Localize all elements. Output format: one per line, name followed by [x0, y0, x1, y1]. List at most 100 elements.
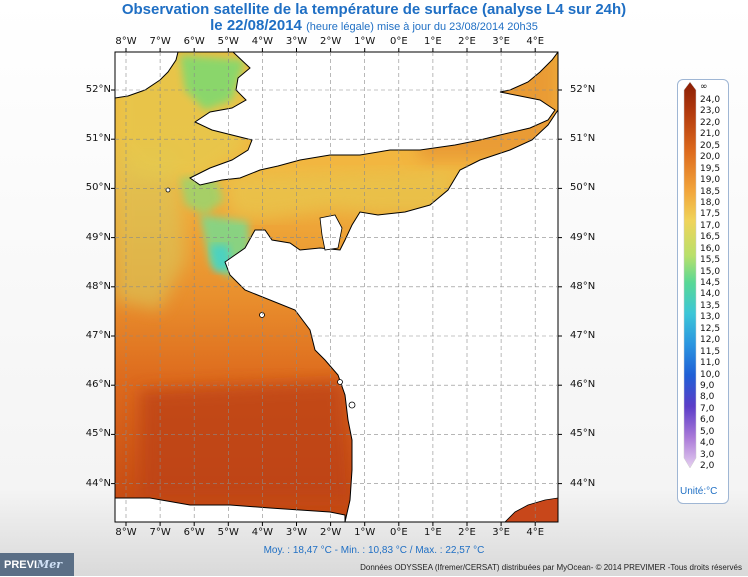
- legend-value: 3,0: [700, 449, 715, 460]
- lon-label-bottom: 4°E: [526, 527, 545, 538]
- lon-label-top: 2°E: [458, 36, 476, 47]
- lon-label-top: 4°E: [526, 36, 545, 47]
- lat-label-left: 49°N: [85, 231, 111, 243]
- lon-label-top: 2°W: [319, 36, 342, 47]
- legend-infinity: ∞: [700, 82, 708, 92]
- map-date: le 22/08/2014: [210, 17, 302, 34]
- lon-label-bottom: 2°E: [458, 527, 476, 538]
- legend-value: 13,5: [700, 300, 721, 311]
- previmer-logo: PREVIMer: [0, 553, 74, 576]
- lon-label-top: 5°W: [217, 36, 239, 47]
- legend-value: 24,0: [700, 95, 721, 105]
- map-title: Observation satellite de la température …: [121, 1, 627, 18]
- lon-label-bottom: 8°W: [115, 527, 137, 538]
- sea-red-biscay: [140, 380, 352, 500]
- lat-label-right: 45°N: [570, 428, 596, 440]
- lon-label-top: 4°W: [251, 36, 274, 47]
- lat-label-right: 52°N: [570, 84, 596, 95]
- legend-value: 13,0: [700, 312, 721, 323]
- lat-label-right: 50°N: [570, 182, 596, 194]
- legend-value: 14,0: [700, 289, 721, 300]
- legend-colorbar: [683, 81, 697, 469]
- land-france: [224, 109, 558, 522]
- graticule: [115, 52, 558, 522]
- legend-value: 19,5: [700, 163, 721, 174]
- sea-yellow-channel: [225, 170, 460, 220]
- legend-value: 21,0: [700, 129, 721, 140]
- lon-label-top: 3°E: [492, 36, 510, 47]
- legend-value: 8,0: [700, 392, 715, 403]
- lon-label-top: 6°W: [183, 36, 205, 47]
- sea-mediterranean: [504, 497, 558, 522]
- lon-label-bottom: 3°W: [285, 527, 308, 538]
- legend-value: 12,0: [700, 335, 721, 346]
- lon-label-bottom: 1°W: [354, 527, 376, 538]
- lat-label-left: 52°N: [85, 84, 111, 95]
- legend-value: 16,5: [700, 232, 721, 243]
- lon-label-bottom: 3°E: [492, 527, 510, 538]
- sea-green-irish: [180, 55, 245, 110]
- land-spain: [115, 497, 346, 522]
- lon-label-top: 1°W: [354, 36, 376, 47]
- lat-label-right: 48°N: [570, 280, 596, 292]
- legend-unit: Unité:°C: [680, 486, 718, 497]
- color-legend: ∞ 24,0 23,0 22,0 21,0 20,5 20,0 19,5 19,0 18,5 18…: [677, 79, 729, 504]
- island-oleron: [348, 401, 356, 409]
- lat-label-right: 44°N: [570, 477, 596, 489]
- lat-label-right: 49°N: [570, 231, 596, 243]
- lat-label-left: 48°N: [85, 280, 111, 292]
- legend-value: 4,0: [700, 438, 715, 449]
- legend-value: 5,0: [700, 426, 715, 437]
- lon-label-top: 8°W: [115, 36, 137, 47]
- island-re: [337, 379, 343, 385]
- lon-label-top: 1°E: [424, 36, 442, 47]
- island-scilly: [165, 187, 171, 193]
- lon-label-top: 7°W: [149, 36, 171, 47]
- lat-label-left: 46°N: [85, 379, 111, 391]
- legend-value: 12,5: [700, 323, 721, 334]
- legend-value: 11,0: [700, 358, 721, 369]
- legend-value: 23,0: [700, 106, 721, 117]
- legend-value: 11,5: [700, 346, 721, 357]
- lon-label-bottom: 4°W: [251, 527, 274, 538]
- credits-line: Données ODYSSEA (Ifremer/CERSAT) distrib…: [360, 563, 742, 572]
- legend-value: 15,0: [700, 266, 721, 277]
- lat-label-right: 46°N: [570, 379, 596, 391]
- legend-value: 19,0: [700, 175, 721, 186]
- land-great-britain: [189, 52, 558, 186]
- legend-value: 2,0: [700, 461, 715, 471]
- legend-value: 9,0: [700, 380, 715, 391]
- legend-value: 7,0: [700, 403, 715, 414]
- legend-value: 20,0: [700, 152, 721, 163]
- lat-label-left: 44°N: [85, 477, 111, 489]
- legend-value: 16,0: [700, 243, 721, 254]
- lon-label-top: 0°E: [389, 36, 408, 47]
- lat-label-left: 50°N: [85, 182, 111, 194]
- lon-label-bottom: 7°W: [149, 527, 171, 538]
- map-update-time: (heure légale) mise à jour du 23/08/2014…: [306, 21, 538, 33]
- legend-value: 6,0: [700, 415, 715, 426]
- legend-value: 15,5: [700, 255, 721, 266]
- lon-label-bottom: 2°W: [319, 527, 342, 538]
- legend-value: 18,0: [700, 197, 721, 208]
- lon-label-bottom: 1°E: [424, 527, 442, 538]
- lat-label-right: 51°N: [570, 133, 596, 145]
- axis-ticks: [111, 48, 562, 526]
- legend-value: 17,0: [700, 220, 721, 231]
- legend-value: 10,0: [700, 369, 721, 380]
- lat-label-right: 47°N: [570, 330, 596, 341]
- lon-label-bottom: 6°W: [183, 527, 205, 538]
- legend-value: 14,5: [700, 278, 721, 288]
- lon-label-bottom: 5°W: [217, 527, 239, 538]
- legend-value: 17,5: [700, 209, 721, 220]
- statistics-line: Moy. : 18,47 °C - Min. : 10,83 °C / Max.…: [263, 545, 485, 556]
- land-cotentin: [319, 214, 343, 251]
- lon-label-bottom: 0°E: [389, 527, 408, 538]
- sea-green-channel: [180, 176, 225, 215]
- lat-label-left: 47°N: [85, 330, 111, 341]
- island-belle-ile: [259, 312, 265, 318]
- lat-label-left: 45°N: [85, 428, 111, 440]
- legend-value: 18,5: [700, 186, 721, 197]
- map-date-line: le 22/08/2014 (heure légale) mise à jour…: [0, 17, 748, 36]
